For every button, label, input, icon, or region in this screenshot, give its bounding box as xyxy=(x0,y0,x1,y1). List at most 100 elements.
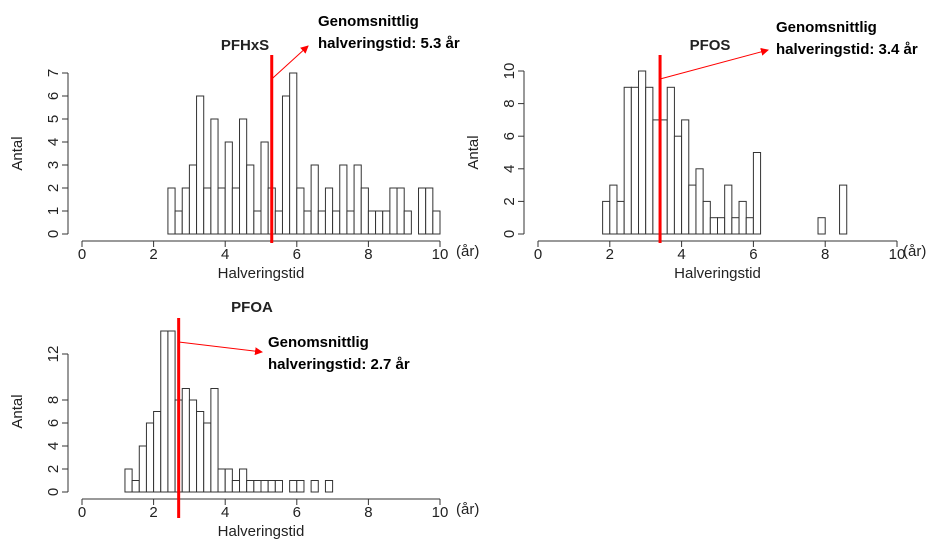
annotation: Genomsnittlig xyxy=(776,19,877,36)
x-tick-label: 10 xyxy=(432,504,449,521)
hist-bar xyxy=(274,210,283,235)
hist-bar xyxy=(253,480,262,493)
y-tick-label: 1 xyxy=(45,207,62,215)
hist-bar xyxy=(403,210,412,235)
hist-bar xyxy=(239,118,248,235)
hist-bar xyxy=(339,164,348,235)
x-tick-label: 2 xyxy=(149,504,157,521)
y-axis-label: Antal xyxy=(9,136,26,170)
hist-bar xyxy=(839,184,848,235)
hist-bar xyxy=(367,210,377,235)
x-tick-label: 8 xyxy=(364,246,372,263)
hist-bar xyxy=(616,200,625,235)
y-tick-label: 3 xyxy=(45,161,62,169)
hist-bar xyxy=(324,480,334,493)
hist-bar xyxy=(217,187,226,235)
hist-bar xyxy=(630,86,640,235)
hist-bar xyxy=(375,210,384,235)
y-tick-label: 0 xyxy=(45,488,62,496)
hist-bar xyxy=(160,330,169,493)
annotation: Genomsnittlig xyxy=(268,334,369,351)
y-tick-label: 4 xyxy=(45,138,62,146)
hist-bar xyxy=(360,187,369,235)
annotation-arrow xyxy=(178,341,263,356)
hist-bar xyxy=(231,480,241,493)
chart-title: PFHxS xyxy=(221,37,269,54)
hist-bar xyxy=(217,468,226,493)
y-tick-label: 6 xyxy=(45,92,62,100)
x-axis-label: Halveringstid xyxy=(674,265,761,282)
y-tick-label: 6 xyxy=(501,132,518,140)
y-tick-label: 10 xyxy=(501,63,518,80)
hist-bar xyxy=(210,118,219,235)
hist-bar xyxy=(296,187,305,235)
y-tick-label: 2 xyxy=(501,197,518,205)
hist-bar xyxy=(210,388,219,493)
hist-bar xyxy=(717,217,726,235)
x-tick-label: 8 xyxy=(821,246,829,263)
x-tick-label: 0 xyxy=(78,246,86,263)
hist-bar xyxy=(303,210,312,235)
hist-bar xyxy=(296,480,305,493)
annotation-arrow xyxy=(659,47,769,80)
hist-bar xyxy=(623,86,632,235)
hist-bar xyxy=(310,164,319,235)
hist-bar xyxy=(673,135,683,235)
hist-bar xyxy=(324,187,334,235)
hist-bar xyxy=(432,210,441,235)
hist-bar xyxy=(332,210,341,235)
hist-bar xyxy=(267,480,276,493)
annotation: halveringstid: 3.4 år xyxy=(776,41,918,58)
x-tick-label: 2 xyxy=(149,246,157,263)
hist-bar xyxy=(724,184,733,235)
x-axis-label: Halveringstid xyxy=(218,523,305,540)
y-tick-label: 5 xyxy=(45,115,62,123)
hist-bar xyxy=(174,210,183,235)
annotation: Genomsnittlig xyxy=(318,13,419,30)
y-tick-label: 4 xyxy=(501,165,518,173)
hist-bar xyxy=(138,445,147,493)
x-tick-label: 6 xyxy=(293,504,301,521)
hist-bar xyxy=(239,468,248,493)
hist-bar xyxy=(188,164,198,235)
x-tick-label: 0 xyxy=(78,504,86,521)
x-tick-label: 6 xyxy=(749,246,757,263)
hist-bar xyxy=(153,411,162,493)
y-tick-label: 4 xyxy=(45,442,62,450)
hist-bar xyxy=(167,187,176,235)
y-tick-label: 6 xyxy=(45,419,62,427)
x-tick-label: 4 xyxy=(221,246,229,263)
hist-bar xyxy=(681,119,690,235)
annotation-arrow xyxy=(271,45,309,80)
x-tick-label: 4 xyxy=(677,246,685,263)
hist-bar xyxy=(196,95,205,235)
y-tick-label: 7 xyxy=(45,69,62,77)
y-tick-label: 2 xyxy=(45,465,62,473)
x-tick-label: 8 xyxy=(364,504,372,521)
hist-bar xyxy=(418,187,427,235)
hist-bar xyxy=(695,168,704,235)
hist-bar xyxy=(289,480,298,493)
hist-bar xyxy=(253,210,262,235)
hist-bar xyxy=(196,411,205,493)
hist-bar xyxy=(602,200,611,235)
hist-bar xyxy=(317,210,326,235)
hist-bar xyxy=(645,86,654,235)
x-tick-label: 0 xyxy=(534,246,542,263)
hist-bar xyxy=(425,187,434,235)
hist-bar xyxy=(752,152,762,235)
hist-bar xyxy=(246,480,255,493)
x-tick-label: 10 xyxy=(432,246,449,263)
y-tick-label: 2 xyxy=(45,184,62,192)
hist-bar xyxy=(231,187,241,235)
y-axis-label: Antal xyxy=(9,394,26,428)
hist-bar xyxy=(224,141,233,235)
x-unit: (år) xyxy=(903,243,926,260)
hist-bar xyxy=(131,480,140,493)
x-unit: (år) xyxy=(456,243,479,260)
hist-bar xyxy=(346,210,355,235)
hist-bar xyxy=(738,200,747,235)
hist-bar xyxy=(353,164,362,235)
annotation: halveringstid: 2.7 år xyxy=(268,356,410,373)
